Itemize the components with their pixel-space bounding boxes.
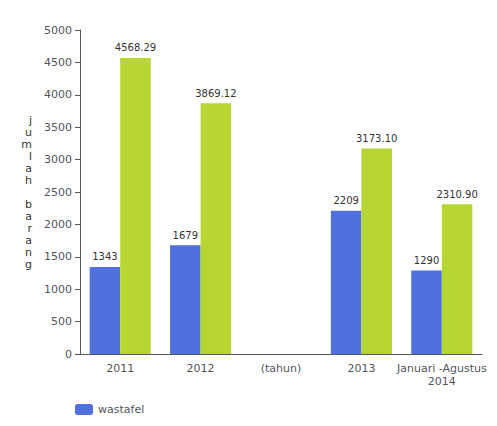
svg-text:3173.10: 3173.10: [356, 133, 397, 144]
svg-text:3000: 3000: [44, 153, 72, 166]
svg-text:h: h: [25, 174, 32, 187]
svg-text:4568.29: 4568.29: [115, 42, 156, 53]
svg-text:(tahun): (tahun): [261, 362, 302, 375]
svg-text:4000: 4000: [44, 88, 72, 101]
svg-text:2000: 2000: [44, 218, 72, 231]
svg-text:2209: 2209: [333, 195, 358, 206]
svg-text:a: a: [25, 209, 32, 223]
svg-text:1679: 1679: [173, 230, 198, 241]
svg-text:r: r: [27, 221, 32, 235]
svg-text:4500: 4500: [44, 56, 72, 69]
svg-text:b: b: [25, 197, 32, 211]
svg-text:3869.12: 3869.12: [195, 88, 236, 99]
svg-text:1290: 1290: [414, 255, 439, 266]
svg-text:2013: 2013: [347, 362, 375, 375]
svg-text:n: n: [25, 245, 32, 259]
svg-text:1000: 1000: [44, 283, 72, 296]
svg-text:3500: 3500: [44, 121, 72, 134]
svg-text:500: 500: [51, 315, 72, 328]
svg-text:Januari -Agustus: Januari -Agustus: [396, 362, 487, 375]
svg-text:5000: 5000: [44, 24, 72, 37]
svg-text:2310.90: 2310.90: [436, 189, 477, 200]
svg-text:2012: 2012: [187, 362, 215, 375]
svg-text:2500: 2500: [44, 186, 72, 199]
svg-text:u: u: [25, 125, 32, 139]
svg-text:1343: 1343: [92, 251, 117, 262]
svg-text:2011: 2011: [106, 362, 134, 375]
svg-text:wastafel: wastafel: [98, 403, 144, 416]
svg-text:a: a: [25, 233, 32, 247]
svg-text:j: j: [28, 113, 32, 127]
svg-text:g: g: [25, 258, 32, 271]
svg-text:a: a: [25, 161, 32, 175]
svg-text:2014: 2014: [428, 375, 456, 388]
svg-text:m: m: [21, 137, 32, 151]
svg-text:1500: 1500: [44, 250, 72, 263]
svg-text:l: l: [28, 149, 32, 163]
svg-text:0: 0: [65, 348, 72, 361]
